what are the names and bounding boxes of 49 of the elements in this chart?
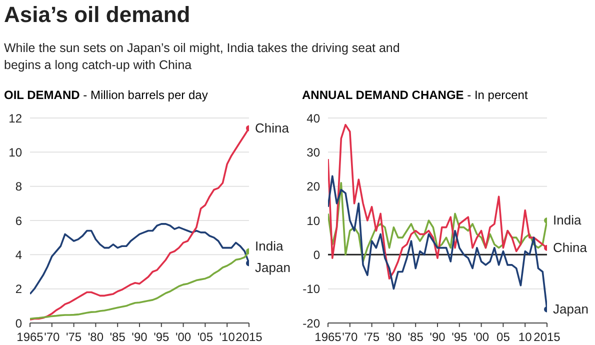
series-label: Japan xyxy=(255,260,290,276)
y-tick-label: 10 xyxy=(8,145,22,160)
x-tick-label: 1965 xyxy=(16,330,44,344)
x-tick-label: '95 xyxy=(154,330,170,344)
x-tick-label: 05 xyxy=(496,330,510,344)
x-tick-label: '00 xyxy=(175,330,192,344)
y-tick-label: 20 xyxy=(306,180,320,194)
x-tick-label: '10 xyxy=(219,330,236,344)
x-tick-label: 1965 xyxy=(314,330,342,344)
x-tick-label: '85 xyxy=(408,330,424,344)
line-series xyxy=(328,124,547,280)
x-tick-label: 10 xyxy=(518,330,532,344)
x-tick-label: '75 xyxy=(364,330,380,344)
series-label: India xyxy=(255,238,284,254)
x-tick-label: 2015 xyxy=(534,330,561,344)
y-axis-title: OIL DEMAND - Million barrels per day xyxy=(4,88,208,102)
x-tick-label: '80 xyxy=(88,330,104,344)
x-tick-label: '05 xyxy=(197,330,214,344)
x-tick-label: '95 xyxy=(452,330,468,344)
y-tick-label: 4 xyxy=(15,248,22,262)
y-tick-label: 30 xyxy=(306,145,320,160)
chart-subtitle: While the sun sets on Japan’s oil might, India takes the driving seat and begins a long catch-up with China xyxy=(4,40,401,74)
y-tick-label: 0 xyxy=(15,316,22,330)
y-tick-label: 2 xyxy=(15,282,22,296)
y-tick-label: 12 xyxy=(8,111,22,126)
y-tick-label: 0 xyxy=(313,248,320,262)
x-tick-label: '85 xyxy=(110,330,126,344)
series-label: China xyxy=(553,240,588,255)
x-tick-label: '70 xyxy=(342,330,358,344)
y-tick-label: 10 xyxy=(306,214,320,228)
y-tick-label: -10 xyxy=(302,282,320,296)
y-tick-label: 40 xyxy=(306,111,320,126)
x-tick-label: '00 xyxy=(473,330,490,344)
y-axis-title: ANNUAL DEMAND CHANGE - In percent xyxy=(302,88,528,102)
x-tick-label: '70 xyxy=(44,330,60,344)
x-tick-label: '80 xyxy=(386,330,402,344)
y-tick-label: -20 xyxy=(302,316,320,330)
x-tick-label: '90 xyxy=(132,330,148,344)
x-tick-label: 2015 xyxy=(236,330,263,344)
x-tick-label: '90 xyxy=(430,330,446,344)
y-tick-label: 8 xyxy=(15,180,22,194)
chart-title: Asia’s oil demand xyxy=(4,2,190,28)
line-series xyxy=(30,223,249,295)
line-series xyxy=(328,182,547,262)
series-label: Japan xyxy=(553,301,588,316)
series-label: China xyxy=(255,120,290,136)
series-label: India xyxy=(553,212,582,228)
x-tick-label: '75 xyxy=(66,330,82,344)
y-tick-label: 6 xyxy=(15,214,22,228)
